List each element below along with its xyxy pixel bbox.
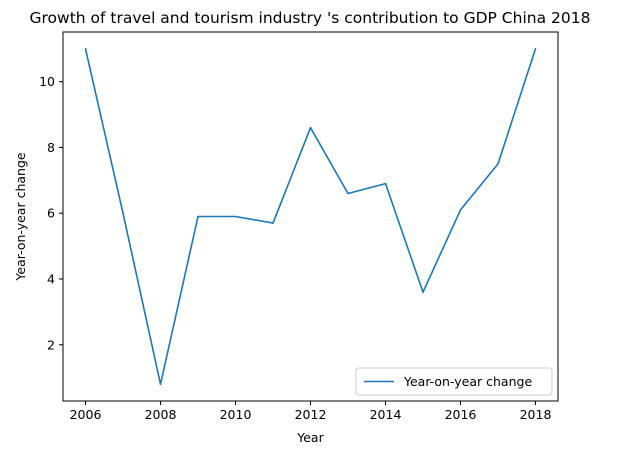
data-point <box>497 163 499 165</box>
y-tick-label: 4 <box>47 271 55 286</box>
data-point <box>422 291 424 293</box>
x-tick-label: 2006 <box>70 407 102 422</box>
series-points <box>84 47 537 386</box>
plot-area: 2006 2008 2010 2012 2014 2016 2018 2 4 6 8 10 <box>39 31 559 422</box>
chart-title: Growth of travel and tourism industry 's… <box>30 9 591 27</box>
x-axis-label: Year <box>296 430 324 445</box>
data-point <box>309 126 312 129</box>
y-tick-label: 6 <box>47 206 55 221</box>
data-point <box>534 47 537 50</box>
x-tick-label: 2016 <box>445 407 477 422</box>
y-tick-label: 8 <box>47 140 55 155</box>
x-tick-label: 2012 <box>295 407 327 422</box>
data-point <box>272 222 274 224</box>
x-tick-label: 2014 <box>370 407 402 422</box>
x-axis-ticks: 2006 2008 2010 2012 2014 2016 2018 <box>70 401 552 422</box>
data-point <box>122 212 124 215</box>
data-point <box>384 182 387 185</box>
y-axis-ticks: 2 4 6 8 10 <box>39 74 63 352</box>
data-point <box>197 215 199 218</box>
y-axis-label: Year-on-year change <box>13 152 28 281</box>
x-tick-label: 2010 <box>220 407 252 422</box>
legend-entry-label: Year-on-year change <box>403 374 532 389</box>
data-point <box>234 215 237 218</box>
data-point <box>347 192 349 195</box>
data-point <box>84 47 87 50</box>
data-point <box>159 383 162 386</box>
x-tick-label: 2018 <box>520 407 552 422</box>
legend: Year-on-year change <box>355 367 553 396</box>
x-tick-label: 2008 <box>145 407 177 422</box>
legend-box <box>355 367 553 396</box>
y-tick-label: 10 <box>39 74 55 89</box>
y-tick-label: 2 <box>47 337 55 352</box>
data-point <box>459 209 462 211</box>
